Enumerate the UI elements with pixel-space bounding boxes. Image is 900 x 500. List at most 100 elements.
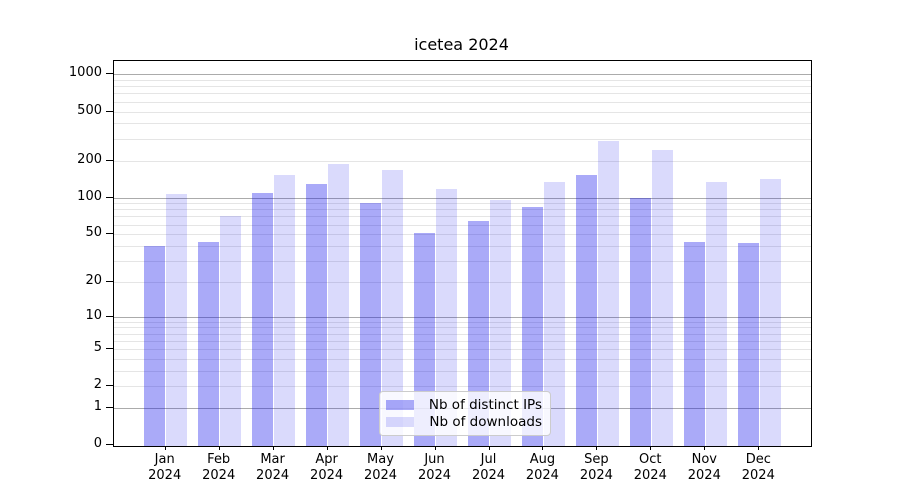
- bar-distinct-ips-sep-2024: [575, 174, 597, 446]
- legend-label-downloads: Nb of downloads: [429, 414, 542, 430]
- legend-swatch-downloads: [386, 417, 414, 427]
- x-tick-label-year: 2024: [363, 468, 398, 483]
- x-tick-label-month: Mar: [260, 452, 285, 467]
- x-tick-mark: [596, 446, 598, 450]
- y-tick-mark: [106, 110, 113, 112]
- y-tick-label: 0: [93, 436, 102, 452]
- gridline-minor: [114, 86, 811, 88]
- y-tick-mark: [106, 348, 113, 350]
- x-tick-label: Jun 2024: [403, 452, 467, 484]
- gridline-minor: [114, 138, 811, 140]
- x-tick-label-month: Apr: [315, 452, 338, 467]
- legend: Nb of distinct IPs Nb of downloads: [379, 391, 551, 436]
- y-tick-mark: [106, 196, 113, 198]
- gridline-minor: [114, 340, 811, 342]
- x-tick-label-month: Jun: [424, 452, 445, 467]
- bar-downloads-may-2024: [382, 169, 403, 446]
- gridline-minor: [114, 209, 811, 211]
- gridline-major: [114, 316, 811, 318]
- bar-distinct-ips-nov-2024: [683, 242, 705, 446]
- x-tick-mark: [542, 446, 544, 450]
- x-tick-label-month: Sep: [584, 452, 609, 467]
- y-tick-label: 1: [93, 399, 102, 415]
- bar-downloads-feb-2024: [220, 216, 242, 446]
- x-tick-label-month: Nov: [691, 452, 717, 467]
- x-tick-label: Jan 2024: [133, 452, 197, 484]
- x-tick-label-year: 2024: [417, 468, 452, 483]
- x-tick-mark: [218, 446, 220, 450]
- bar-downloads-oct-2024: [651, 149, 673, 446]
- y-tick-mark: [106, 73, 113, 75]
- y-tick-mark: [106, 159, 113, 161]
- y-tick-mark: [106, 233, 113, 235]
- bar-downloads-aug-2024: [543, 182, 565, 446]
- bar-distinct-ips-jul-2024: [468, 221, 489, 446]
- gridline-minor: [114, 333, 811, 335]
- y-tick-label: 500: [77, 102, 102, 118]
- gridline-major: [114, 197, 811, 199]
- bar-distinct-ips-oct-2024: [629, 197, 651, 446]
- gridline-minor: [114, 80, 811, 81]
- y-tick-mark: [106, 444, 113, 446]
- y-tick-label: 20: [85, 272, 102, 288]
- x-tick-label-month: Dec: [745, 452, 771, 467]
- x-tick-mark: [650, 446, 652, 450]
- x-tick-label-month: Oct: [639, 452, 662, 467]
- gridline-minor: [114, 160, 811, 162]
- bar-downloads-dec-2024: [759, 179, 781, 446]
- y-tick-label: 5: [93, 340, 102, 356]
- bar-downloads-jan-2024: [166, 193, 188, 446]
- gridline-minor: [114, 386, 811, 388]
- x-tick-label: Oct 2024: [618, 452, 682, 484]
- plot-area: [113, 60, 812, 447]
- x-tick-label-year: 2024: [525, 468, 559, 483]
- x-tick-label-month: Jan: [154, 452, 175, 467]
- y-tick-mark: [106, 385, 113, 387]
- y-tick-mark: [106, 407, 113, 409]
- x-tick-label: Feb 2024: [187, 452, 251, 484]
- x-tick-label-year: 2024: [202, 468, 236, 483]
- y-tick-mark: [106, 315, 113, 317]
- gridline-minor: [114, 224, 811, 226]
- legend-item-downloads: Nb of downloads: [386, 414, 542, 430]
- gridline-minor: [114, 281, 811, 283]
- bar-distinct-ips-dec-2024: [737, 243, 759, 446]
- gridline-minor: [114, 349, 811, 351]
- bar-distinct-ips-aug-2024: [521, 206, 543, 446]
- x-tick-mark: [326, 446, 328, 450]
- y-tick-label: 2: [93, 377, 102, 393]
- bar-distinct-ips-apr-2024: [306, 183, 328, 446]
- gridline-minor: [114, 245, 811, 247]
- x-tick-label: Dec 2024: [726, 452, 790, 484]
- bar-distinct-ips-feb-2024: [198, 242, 220, 446]
- bar-downloads-jun-2024: [436, 189, 457, 446]
- x-tick-label: Sep 2024: [564, 452, 628, 484]
- x-tick-label-year: 2024: [310, 468, 344, 483]
- x-tick-label-month: Jul: [480, 452, 497, 467]
- x-tick-mark: [704, 446, 706, 450]
- gridline-minor: [114, 101, 811, 103]
- x-tick-label: Apr 2024: [295, 452, 359, 484]
- x-tick-mark: [488, 446, 490, 450]
- bar-downloads-sep-2024: [597, 140, 619, 446]
- x-tick-label-year: 2024: [471, 468, 506, 483]
- x-tick-label: Mar 2024: [241, 452, 305, 484]
- bar-downloads-jul-2024: [490, 199, 511, 446]
- x-tick-label-month: May: [367, 452, 394, 467]
- legend-swatch-distinct-ips: [386, 400, 414, 410]
- y-tick-label: 1000: [68, 65, 102, 81]
- x-tick-mark: [380, 446, 382, 450]
- x-tick-label: Jul 2024: [457, 452, 521, 484]
- gridline-minor: [114, 234, 811, 236]
- bar-distinct-ips-may-2024: [360, 202, 381, 446]
- x-tick-label: Aug 2024: [510, 452, 574, 484]
- x-tick-label-year: 2024: [741, 468, 775, 483]
- gridline-minor: [114, 93, 811, 95]
- x-tick-label-year: 2024: [148, 468, 182, 483]
- gridline-minor: [114, 358, 811, 360]
- gridline-minor: [114, 111, 811, 113]
- y-tick-label: 50: [85, 225, 102, 241]
- x-tick-mark: [434, 446, 436, 450]
- chart-title: icetea 2024: [414, 35, 509, 54]
